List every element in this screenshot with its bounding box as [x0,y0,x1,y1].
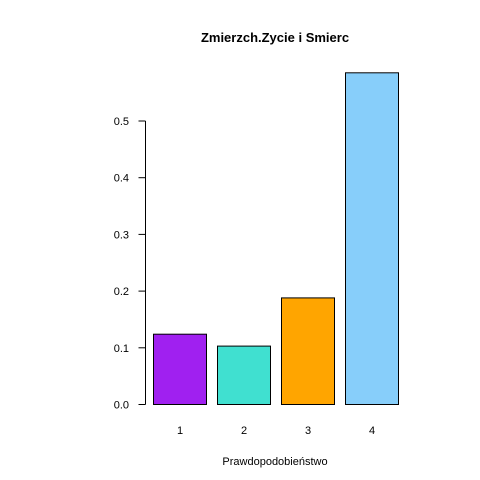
y-tick-label: 0.1 [114,343,129,355]
bars-group [153,72,399,406]
bar-2 [217,345,271,405]
x-tick-label: 1 [177,425,183,437]
y-tick-label: 0.2 [114,286,129,298]
y-tick-label: 0.4 [114,173,129,185]
bar-1 [153,333,207,405]
x-axis-title: Prawdopodobieństwo [222,456,327,468]
bar-4 [345,72,399,406]
y-tick-label: 0.5 [114,116,129,128]
y-tick-label: 0.3 [114,229,129,241]
x-tick-label: 2 [241,425,247,437]
x-tick-label: 3 [305,425,311,437]
y-tick-label: 0.0 [114,400,129,412]
bar-3 [281,297,335,405]
x-axis-labels: 1 2 3 4 [177,425,375,437]
chart-title: Zmierzch.Zycie i Smierc [201,30,349,45]
x-tick-label: 4 [369,425,375,437]
y-axis: 0.0 0.1 0.2 0.3 0.4 0.5 [114,116,146,412]
